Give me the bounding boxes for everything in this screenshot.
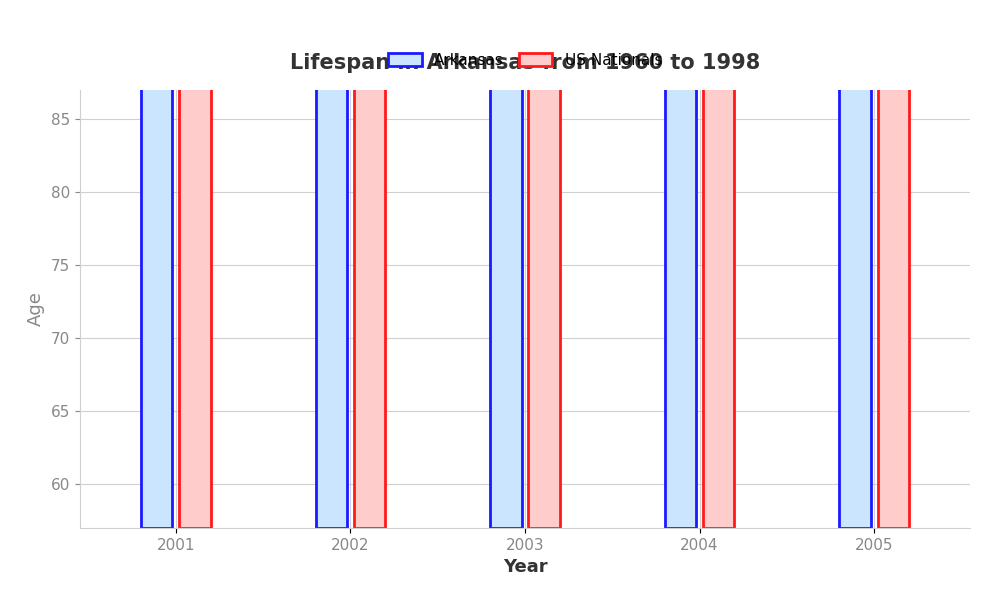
Bar <box>490 0 522 528</box>
Bar <box>878 0 909 528</box>
Bar <box>179 0 211 528</box>
Legend: Arkansas, US Nationals: Arkansas, US Nationals <box>380 45 670 76</box>
Title: Lifespan in Arkansas from 1960 to 1998: Lifespan in Arkansas from 1960 to 1998 <box>290 53 760 73</box>
X-axis label: Year: Year <box>503 558 547 576</box>
Bar <box>316 0 347 528</box>
Y-axis label: Age: Age <box>27 292 45 326</box>
Bar <box>141 0 172 528</box>
Bar <box>665 0 696 528</box>
Bar <box>703 0 734 528</box>
Bar <box>839 0 871 528</box>
Bar <box>528 0 560 528</box>
Bar <box>354 0 385 528</box>
